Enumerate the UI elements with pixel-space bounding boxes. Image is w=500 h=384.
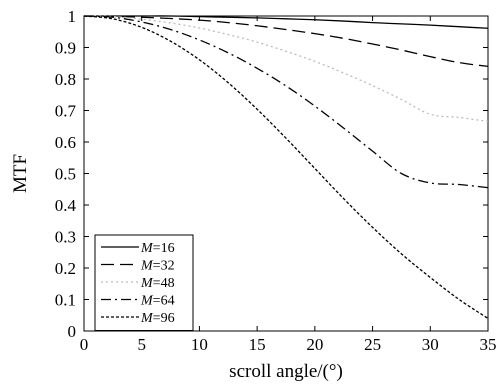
series-line-m16 (83, 15, 489, 29)
y-tick-label: 0.1 (55, 291, 76, 310)
series-line-m64 (83, 15, 489, 189)
legend-variable: M (140, 294, 154, 309)
y-tick-label: 0.8 (55, 70, 76, 89)
legend-label: M=48 (140, 276, 175, 291)
y-tick-label: 0.7 (55, 102, 77, 121)
y-tick-label: 0.3 (55, 228, 76, 247)
y-tick-label: 1 (68, 7, 77, 26)
legend-variable: M (140, 241, 154, 256)
legend-value: =32 (153, 259, 175, 274)
x-tick-label: 0 (80, 335, 89, 354)
legend-variable: M (140, 311, 154, 326)
legend-box (94, 234, 194, 331)
x-tick-label: 5 (137, 335, 146, 354)
y-tick-label: 0.9 (55, 39, 76, 58)
x-tick-label: 15 (249, 335, 266, 354)
x-tick-label: 10 (191, 335, 208, 354)
legend-variable: M (140, 259, 154, 274)
legend-label: M=64 (140, 294, 175, 309)
y-tick-label: 0.6 (55, 133, 76, 152)
y-tick-label: 0.4 (55, 196, 77, 215)
x-tick-label: 30 (422, 335, 439, 354)
legend-value: =64 (153, 294, 175, 309)
legend-label: M=32 (140, 259, 175, 274)
legend-label: M=16 (140, 241, 175, 256)
y-tick-label: 0.2 (55, 259, 76, 278)
legend-value: =16 (153, 241, 175, 256)
x-tick-label: 20 (306, 335, 323, 354)
legend-label: M=96 (140, 311, 175, 326)
legend-variable: M (140, 276, 154, 291)
series-line-m48 (83, 15, 489, 123)
x-axis-label: scroll angle/(°) (229, 361, 343, 382)
series-group (83, 15, 489, 319)
x-tick-label: 25 (364, 335, 381, 354)
x-tick-label: 35 (480, 335, 497, 354)
y-axis-label: MTF (10, 154, 31, 193)
series-line-m32 (83, 15, 489, 68)
legend-value: =48 (153, 276, 175, 291)
legend: M=16M=32M=48M=64M=96 (94, 234, 194, 331)
axis-ticks: 0 5 10 15 20 25 30 35 0 0.1 0.2 0.3 0.4 0.5 0.6 0.7 0.8 0… (55, 7, 497, 354)
series-line-m96 (83, 15, 489, 319)
y-tick-label: 0.5 (55, 165, 76, 184)
legend-value: =96 (153, 311, 175, 326)
y-tick-label: 0 (68, 322, 77, 341)
